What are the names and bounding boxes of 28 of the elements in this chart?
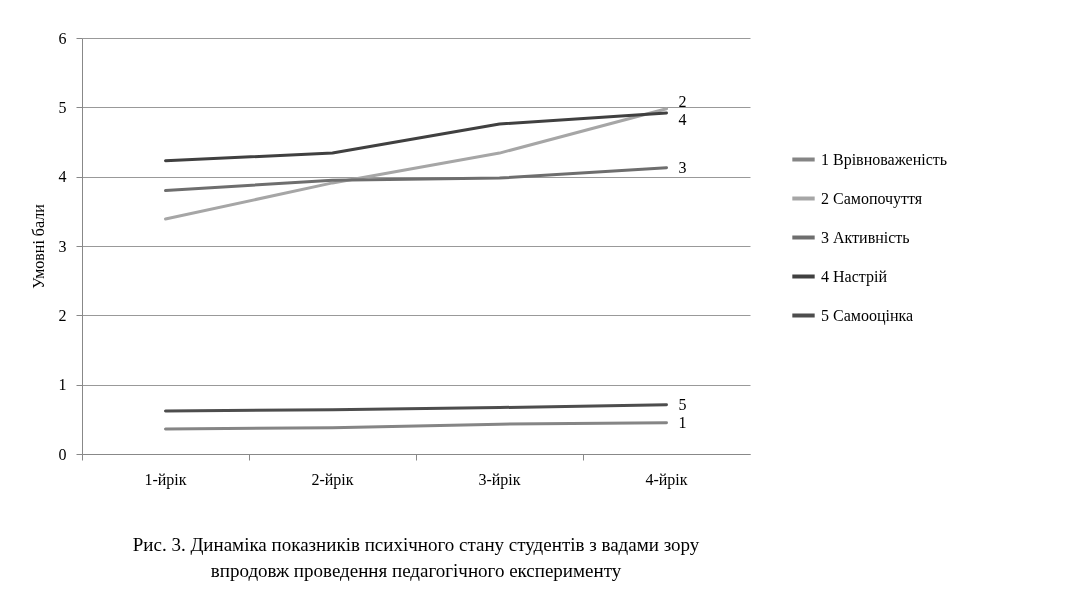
- y-tick-label: 0: [58, 445, 67, 463]
- text: Рис. 3. Динаміка показників психічного стану студентів з вадами зору впродовж проведення педагогічного експерименту: [132, 534, 700, 581]
- y-tick-label: 2: [58, 306, 67, 324]
- line-series: [164, 403, 668, 413]
- legend-label: 2 Самопочуття: [821, 189, 923, 208]
- annotation: 4: [678, 110, 687, 128]
- y-tick-label: 1: [58, 376, 67, 394]
- legend-label: 3 Активність: [821, 228, 910, 246]
- line-series: [164, 421, 668, 431]
- y-tick-label: 6: [58, 29, 67, 47]
- y-tick-label: 5: [58, 98, 67, 116]
- annotation: 2: [678, 92, 687, 110]
- annotation: 3: [678, 158, 687, 176]
- line-series: [164, 111, 668, 163]
- x-tick-label: 2-йрік: [311, 471, 354, 489]
- x-tick-label: 1-йрік: [144, 471, 187, 489]
- legend-label: 5 Самооцінка: [821, 306, 914, 325]
- x-tick-label: 3-йрік: [478, 471, 521, 489]
- annotation: 1: [678, 413, 687, 431]
- y-tick-label: 4: [58, 168, 67, 186]
- annotation: 5: [678, 395, 687, 413]
- y-tick-label: 3: [58, 237, 67, 255]
- legend-label: 4 Настрій: [821, 267, 888, 286]
- y-axis-title: Умовні бали: [29, 203, 47, 289]
- legend-label: 1 Врівноваженість: [821, 150, 948, 169]
- x-tick-label: 4-йрік: [645, 471, 688, 489]
- line-series: [164, 107, 668, 221]
- line-series: [164, 166, 668, 193]
